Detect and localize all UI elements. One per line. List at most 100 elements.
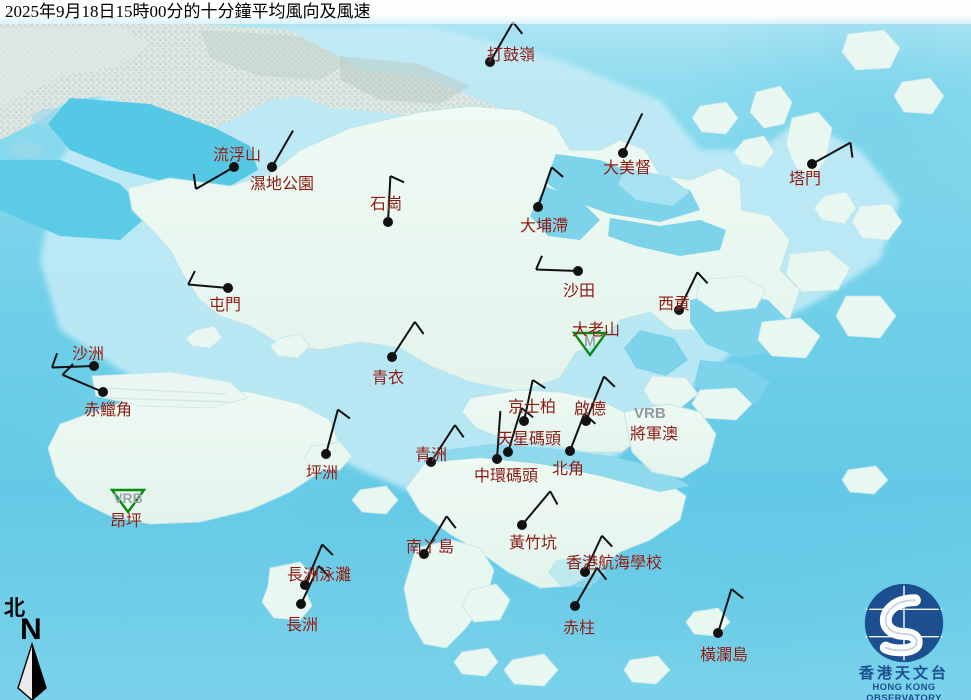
- station-name-label: 京士柏: [508, 399, 557, 416]
- wind-barb-feather: [512, 21, 524, 35]
- station-dot: [580, 567, 590, 577]
- station-dot: [223, 283, 233, 293]
- wind-barb-shaft: [507, 407, 523, 453]
- station-name-label: 打鼓嶺: [487, 47, 536, 64]
- station-dot: [89, 361, 99, 371]
- wind-barb-shaft: [430, 424, 456, 463]
- deep-bay-lower: [0, 160, 150, 240]
- station-name-label: 青洲: [415, 447, 448, 464]
- station-name-label: 橫瀾島: [700, 647, 749, 664]
- station-name-label: 濕地公園: [250, 176, 315, 193]
- wind-barb-feather: [414, 321, 425, 335]
- wind-barb-shaft: [584, 535, 603, 573]
- station-dot: [503, 447, 513, 457]
- station-dot: [565, 446, 575, 456]
- variable-wind-triangle-icon: [109, 488, 147, 515]
- station-name-label: 大美督: [603, 160, 652, 177]
- station-dot: [300, 580, 310, 590]
- wind-barb-feather: [551, 166, 564, 178]
- station-dot: [98, 387, 108, 397]
- wind-barb-feather: [337, 408, 351, 420]
- wind-barb-shaft: [678, 271, 699, 311]
- station-name-label: 沙洲: [72, 346, 105, 363]
- station-dot: [517, 520, 527, 530]
- wind-barb-feather: [603, 375, 616, 388]
- wind-barb-feather: [549, 490, 559, 505]
- station-marker: [519, 379, 546, 426]
- wind-barb-feather: [730, 588, 744, 600]
- variable-wind-tag: VRB: [634, 405, 666, 422]
- wind-barb-shaft: [811, 141, 851, 165]
- station-dot: [674, 305, 684, 315]
- wind-barb-shaft: [51, 365, 95, 369]
- wind-barb-feather: [849, 142, 854, 158]
- wind-barb-feather: [187, 270, 196, 285]
- station-marker: [485, 21, 524, 67]
- plover-cove: [618, 168, 690, 206]
- wind-barb-feather: [596, 567, 608, 581]
- wind-barb-shaft: [304, 544, 324, 586]
- station-dot: [296, 599, 306, 609]
- station-dot: [519, 416, 529, 426]
- station-dot: [570, 601, 580, 611]
- sai-kung-islands: [643, 203, 903, 421]
- station-name-label: 北角: [552, 461, 585, 478]
- station-marker: M: [571, 331, 609, 358]
- wind-barb-feather: [532, 379, 546, 390]
- station-marker: [533, 166, 564, 212]
- station-marker: [387, 321, 425, 362]
- station-name-label: 塔門: [789, 171, 822, 188]
- station-dot: [426, 457, 436, 467]
- station-name-label: 青衣: [372, 370, 405, 387]
- wind-barb-shaft: [271, 130, 294, 168]
- tseung-kwan-o: [623, 403, 717, 479]
- station-name-label: 將軍澳: [630, 426, 679, 443]
- wind-barb-shaft: [391, 321, 416, 358]
- wind-barb-shaft: [62, 373, 104, 393]
- station-marker: [580, 535, 613, 577]
- wind-barb-feather: [520, 407, 534, 419]
- station-name-label: 長洲泳灘: [287, 567, 352, 584]
- station-dot: [383, 217, 393, 227]
- station-dot: [321, 449, 331, 459]
- wind-barb-shaft: [195, 166, 235, 190]
- title-bar: 2025年9月18日15時00分的十分鐘平均風向及風速: [0, 0, 971, 24]
- wind-barb-feather: [445, 515, 457, 529]
- wind-barb-shaft: [569, 413, 586, 452]
- wind-barb-shaft: [423, 515, 448, 555]
- station-name-label: 西貢: [658, 296, 691, 313]
- wind-barb-shaft: [537, 166, 553, 208]
- station-dot: [419, 549, 429, 559]
- station-dot: [387, 352, 397, 362]
- station-marker: [187, 270, 233, 293]
- wind-barb-shaft: [535, 268, 579, 272]
- station-marker: [383, 175, 405, 227]
- station-marker: [51, 352, 99, 371]
- station-marker: [503, 407, 534, 457]
- station-name-label: 大老山: [572, 322, 621, 339]
- station-name-label: 天星碼頭: [497, 431, 562, 448]
- wind-barb-shaft: [496, 411, 502, 460]
- airport-runways: [103, 387, 231, 403]
- compass-rose: 北 N: [2, 592, 64, 700]
- station-name-label: 中環碼頭: [474, 468, 539, 485]
- wind-barb-feather: [583, 412, 597, 425]
- station-name-label: 南丫島: [406, 539, 455, 556]
- station-dot: [618, 148, 628, 158]
- station-name-label: 坪洲: [306, 465, 339, 482]
- station-marker: [807, 141, 854, 169]
- page-title: 2025年9月18日15時00分的十分鐘平均風向及風速: [5, 2, 371, 21]
- station-marker: [535, 255, 583, 276]
- wind-barb-shaft: [717, 588, 733, 634]
- wind-barb-feather: [696, 271, 709, 285]
- hko-logo: 香港天文台 HONG KONG OBSERVATORY: [841, 582, 967, 700]
- wind-barb-shaft: [622, 113, 644, 154]
- station-dot: [533, 202, 543, 212]
- compass-needle-icon: [17, 641, 47, 700]
- wind-barb-feather: [454, 424, 465, 438]
- wind-barb-shaft: [300, 565, 320, 605]
- station-name-label: 啟德: [574, 401, 607, 418]
- station-name-label: 赤鱲角: [84, 402, 133, 419]
